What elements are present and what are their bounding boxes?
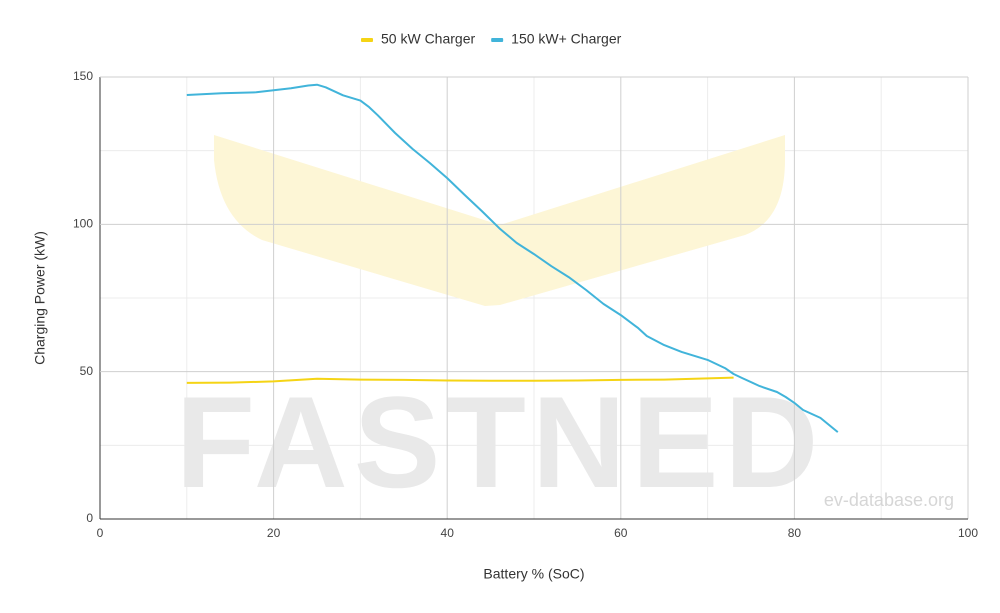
y-tick-label: 100 [73, 217, 93, 231]
x-tick-label: 0 [97, 526, 104, 540]
x-tick-label: 20 [267, 526, 281, 540]
source: ev-database.org [824, 490, 954, 510]
legend-swatch [361, 38, 373, 42]
legend-label: 150 kW+ Charger [511, 31, 621, 47]
x-axis-label: Battery % (SoC) [483, 566, 584, 582]
legend-label: 50 kW Charger [381, 31, 475, 47]
series-line [186, 376, 734, 384]
x-tick-label: 60 [614, 526, 628, 540]
y-tick-label: 50 [80, 364, 94, 378]
y-tick-label: 0 [86, 511, 93, 525]
x-tick-label: 100 [958, 526, 978, 540]
x-tick-label: 40 [441, 526, 455, 540]
x-tick-label: 80 [788, 526, 802, 540]
y-axis-label: Charging Power (kW) [32, 231, 48, 365]
y-tick-label: 150 [73, 69, 93, 83]
series-line [186, 83, 839, 433]
legend-swatch [491, 38, 504, 42]
watermark: FASTNED [176, 369, 825, 515]
watermark-logo [214, 135, 785, 306]
